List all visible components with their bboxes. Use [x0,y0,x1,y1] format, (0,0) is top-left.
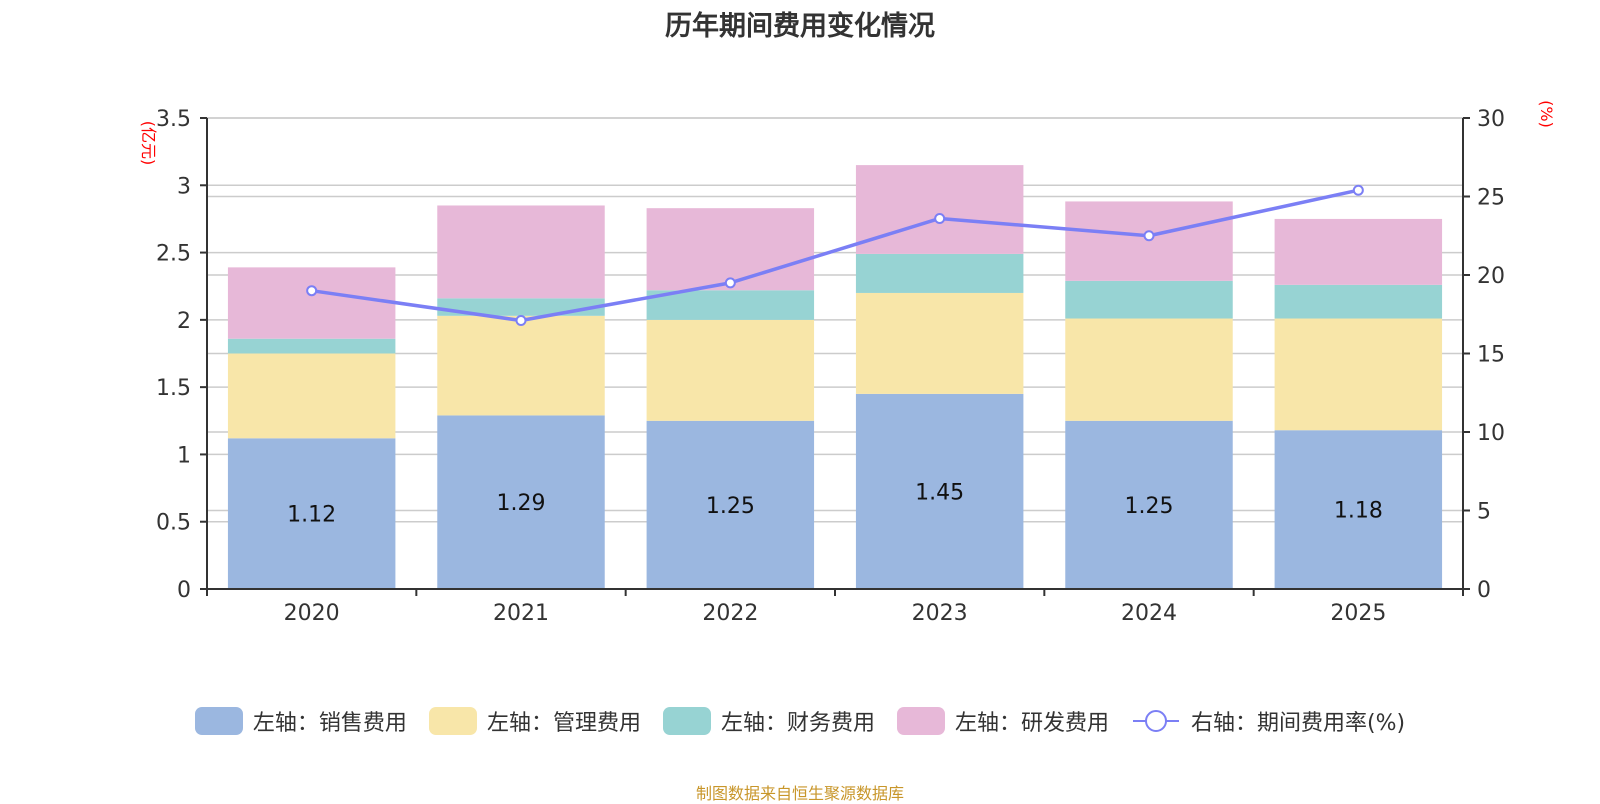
x-tick-label: 2022 [702,601,758,626]
bar-segment [227,338,396,354]
bar-segment [1274,284,1443,319]
bar-segment [1274,318,1443,431]
rate-point [515,315,527,327]
rate-point [1352,184,1364,196]
left-tick-label: 3.5 [156,107,191,132]
right-tick-label: 30 [1477,107,1505,132]
data-label: 1.18 [1334,499,1383,524]
bar-segment [855,292,1024,394]
bar-segment [646,290,815,320]
legend: 左轴：销售费用 左轴：管理费用 左轴：财务费用 左轴：研发费用 右轴：期间费用率… [0,705,1600,737]
legend-item-admin[interactable]: 左轴：管理费用 [428,705,641,737]
data-label: 1.25 [706,494,755,519]
x-tick-label: 2025 [1330,601,1386,626]
right-tick-label: 0 [1477,578,1491,603]
bar-segment [855,393,1024,589]
left-tick-label: 2.5 [156,242,191,267]
bar-segment [227,267,396,339]
x-tick-label: 2020 [284,601,340,626]
data-labels: 1.12 1.29 1.25 1.45 1.25 1.18 [287,480,1383,527]
bar-segment [227,353,396,439]
right-tick-label: 10 [1477,421,1505,446]
left-tick-label: 0 [177,578,191,603]
bar-segment [855,253,1024,293]
rate-point [934,212,946,224]
bar-segment [1274,430,1443,589]
data-label: 1.45 [915,480,964,505]
bar-segment [1065,420,1233,589]
legend-swatch-rnd [896,707,945,735]
bar-segment [1065,318,1233,421]
bars [227,165,1443,589]
rate-point [306,285,318,297]
right-tick-label: 5 [1477,500,1491,525]
bar-segment [437,205,605,299]
legend-label-rnd: 左轴：研发费用 [954,711,1109,736]
data-label: 1.25 [1125,494,1174,519]
bar-segment [855,165,1024,254]
legend-label-sales: 左轴：销售费用 [252,711,407,736]
bar-segment [1274,218,1443,285]
data-label: 1.12 [287,503,336,528]
legend-item-rnd[interactable]: 左轴：研发费用 [896,705,1109,737]
chart-title: 历年期间费用变化情况 [665,11,935,42]
x-tick-label: 2021 [493,601,549,626]
rate-point [1143,230,1155,242]
right-tick-label: 15 [1477,343,1505,368]
bar-segment [437,415,605,589]
gridlines [207,117,1463,523]
left-axis-label: (亿元) [139,121,158,166]
bar-segment [646,319,815,421]
rate-line-path [311,188,1359,323]
x-tick-label: 2024 [1121,601,1177,626]
legend-label-admin: 左轴：管理费用 [486,711,641,736]
bar-segment [437,315,605,416]
legend-swatch-sales [194,707,243,735]
right-axis-label: (%) [1537,100,1556,128]
left-tick-label: 2 [177,309,191,334]
bar-segment [646,420,815,589]
bar-segment [227,438,396,589]
legend-item-sales[interactable]: 左轴：销售费用 [194,705,407,737]
legend-swatch-finance [662,707,711,735]
bar-segment [646,208,815,291]
right-tick-label: 25 [1477,186,1505,211]
legend-swatch-admin [428,707,477,735]
data-label: 1.29 [497,491,546,516]
left-tick-label: 3 [177,174,191,199]
source-footer: 制图数据来自恒生聚源数据库 [695,784,904,803]
legend-label-finance: 左轴：财务费用 [720,711,875,736]
rate-line [306,184,1364,327]
bar-segment [1065,280,1233,319]
left-tick-label: 0.5 [156,511,191,536]
legend-label-rate: 右轴：期间费用率(%) [1190,711,1406,736]
right-tick-label: 20 [1477,264,1505,289]
legend-item-finance[interactable]: 左轴：财务费用 [662,705,875,737]
line-circle-icon [1132,710,1179,732]
left-tick-label: 1.5 [156,376,191,401]
left-tick-label: 1 [177,443,191,468]
rate-point [724,277,736,289]
x-tick-label: 2023 [912,601,968,626]
legend-item-rate[interactable]: 右轴：期间费用率(%) [1131,705,1405,737]
